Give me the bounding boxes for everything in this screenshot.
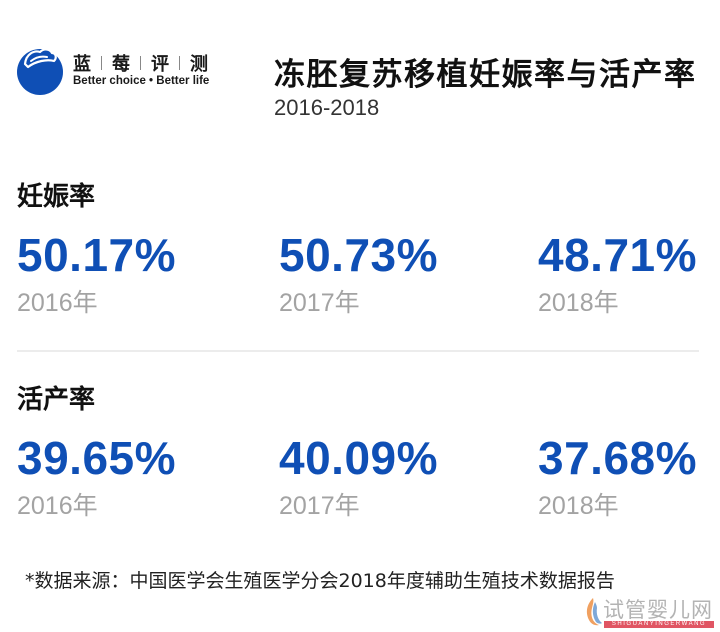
stat-pregnancy-2016: 50.17% 2016年 [17, 232, 176, 316]
watermark-name: 试管婴儿网 [603, 598, 713, 622]
stat-year: 2018年 [538, 289, 619, 317]
stat-year: 2018年 [538, 492, 619, 520]
stat-value: 50.73% [279, 229, 439, 281]
brand-separator [101, 56, 102, 70]
brand-name: 蓝 莓 评 测 [72, 50, 209, 76]
stat-live-birth-2017: 40.09% 2017年 [279, 435, 438, 519]
stat-value: 40.09% [279, 432, 439, 484]
brand-tagline: Better choice • Better life [73, 75, 210, 87]
flame-logo-icon [581, 596, 603, 628]
page-title: 冻胚复苏移植妊娠率与活产率 [274, 57, 697, 93]
brand-char: 评 [151, 54, 169, 75]
stat-pregnancy-2017: 50.73% 2017年 [279, 232, 438, 316]
data-source-footnote: *数据来源：中国医学会生殖医学分会2018年度辅助生殖技术数据报告 [25, 570, 615, 592]
stat-year: 2016年 [17, 289, 98, 317]
brand-char: 蓝 [73, 54, 91, 75]
stat-year: 2016年 [17, 492, 98, 520]
brand-char: 莓 [112, 54, 130, 75]
stat-year: 2017年 [279, 289, 360, 317]
section-divider [17, 350, 699, 352]
section-heading-live-birth-rate: 活产率 [17, 385, 96, 415]
stat-value: 48.71% [538, 229, 698, 281]
stat-value: 37.68% [538, 432, 698, 484]
section-heading-pregnancy-rate: 妊娠率 [17, 182, 96, 212]
brand-separator [140, 56, 141, 70]
blueberry-icon [14, 44, 66, 96]
stat-year: 2017年 [279, 492, 360, 520]
stat-value: 50.17% [17, 229, 177, 281]
stat-live-birth-2016: 39.65% 2016年 [17, 435, 176, 519]
watermark-pinyin: SHIGUANYINGERWANG [604, 621, 714, 628]
brand-char: 测 [190, 54, 208, 75]
page-subtitle: 2016-2018 [274, 95, 380, 120]
brand-separator [179, 56, 180, 70]
stat-value: 39.65% [17, 432, 177, 484]
stat-pregnancy-2018: 48.71% 2018年 [538, 232, 697, 316]
stat-live-birth-2018: 37.68% 2018年 [538, 435, 697, 519]
watermark: 试管婴儿网 SHIGUANYINGERWANG [573, 594, 718, 630]
